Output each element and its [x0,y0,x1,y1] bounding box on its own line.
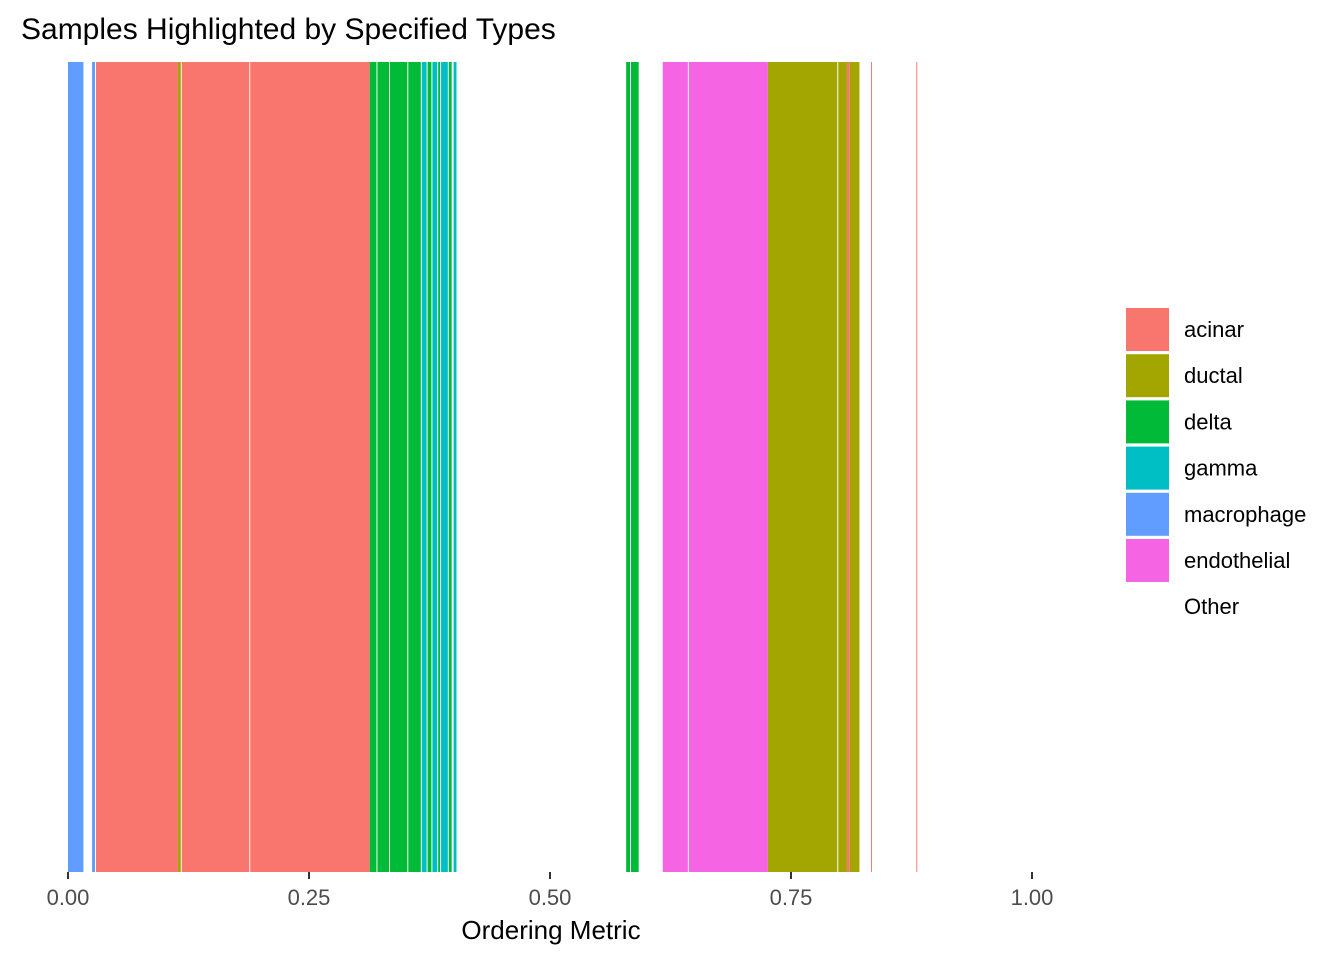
bar-segment-delta-8 [389,62,408,872]
x-tick-label-2: 0.50 [529,885,572,910]
legend-label-other: Other [1184,594,1239,619]
bar-segment-ductal-21 [767,62,838,872]
bar-segment-ductal-24 [849,62,860,872]
bar-segment-acinar-4 [181,62,250,872]
legend-label-gamma: gamma [1184,456,1258,481]
bar-segment-delta-6 [369,62,377,872]
bar-segment-gamma-14 [441,62,448,872]
legend-key-ductal [1126,354,1169,398]
x-tick-label-0: 0.00 [47,885,90,910]
bar-segment-gamma-10 [421,62,427,872]
bar-segment-acinar-26 [916,62,918,872]
bar-segment-delta-7 [377,62,390,872]
legend-key-delta [1126,400,1169,444]
legend-key-other [1126,585,1169,629]
x-tick-label-3: 0.75 [770,885,813,910]
legend-item-ductal: ductal [1126,354,1243,398]
plot-area [68,62,918,872]
bar-segment-delta-9 [408,62,421,872]
bar-segment-delta-18 [630,62,639,872]
legend-label-macrophage: macrophage [1184,502,1306,527]
legend-label-ductal: ductal [1184,363,1243,388]
legend-key-gamma [1126,446,1169,490]
legend-key-acinar [1126,308,1169,351]
bar-segment-endothelial-20 [688,62,768,872]
bar-segment-macrophage-0 [68,62,84,872]
legend-label-acinar: acinar [1184,317,1244,342]
legend-label-delta: delta [1184,409,1232,434]
bar-segment-ductal-22 [838,62,847,872]
x-axis: 0.00 0.25 0.50 0.75 1.00 [47,872,1054,910]
x-tick-label-1: 0.25 [288,885,331,910]
bar-segment-macrophage-1 [92,62,95,872]
bar-segment-delta-15 [448,62,452,872]
legend-item-acinar: acinar [1126,308,1244,351]
legend-key-endothelial [1126,539,1169,582]
chart-title: Samples Highlighted by Specified Types [21,13,556,46]
legend-key-macrophage [1126,492,1169,536]
bar-segment-acinar-5 [250,62,370,872]
legend-item-other: Other [1126,585,1239,629]
legend-item-endothelial: endothelial [1126,539,1290,582]
legend-item-gamma: gamma [1126,446,1258,490]
bar-segment-acinar-2 [95,62,178,872]
bar-segment-endothelial-19 [662,62,688,872]
x-axis-label: Ordering Metric [461,915,640,945]
bar-segment-gamma-12 [432,62,438,872]
bar-segment-gamma-16 [453,62,457,872]
bar-segment-acinar-23 [846,62,850,872]
legend-item-delta: delta [1126,400,1232,444]
legend: acinar ductal delta gamma macrophage endothel… [1126,308,1306,629]
legend-label-endothelial: endothelial [1184,548,1290,573]
bar-segment-delta-17 [626,62,631,872]
bar-segment-acinar-25 [871,62,872,872]
legend-item-macrophage: macrophage [1126,492,1306,536]
bar-segment-ductal-3 [177,62,181,872]
bar-segment-delta-11 [427,62,432,872]
x-tick-label-4: 1.00 [1011,885,1054,910]
bar-segment-delta-13 [438,62,441,872]
